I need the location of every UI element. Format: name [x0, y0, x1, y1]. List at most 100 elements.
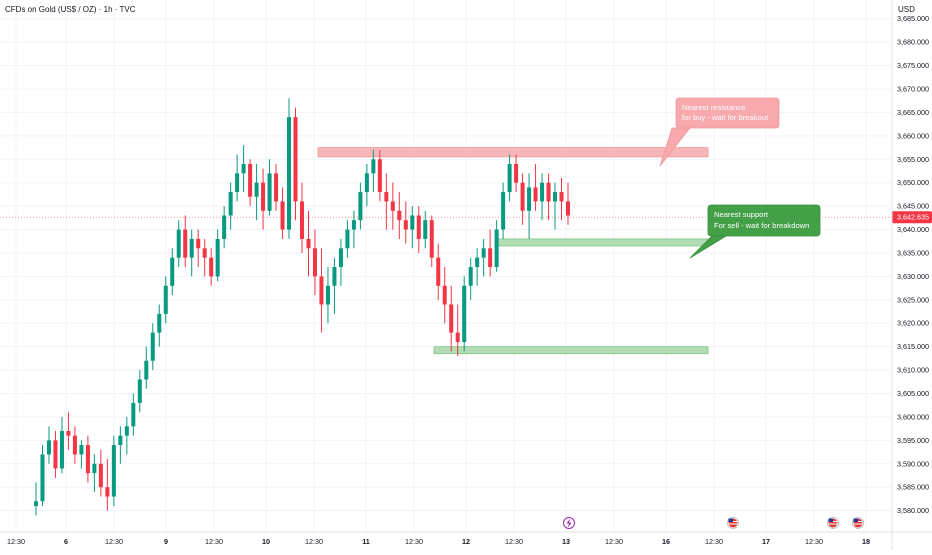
candle-body — [170, 257, 175, 286]
candle-body — [209, 257, 214, 277]
price-tick-label: 3,675.000 — [897, 61, 929, 70]
candle-body — [222, 215, 227, 239]
price-tick-label: 3,645.000 — [897, 202, 929, 211]
candle-body — [66, 430, 71, 436]
candle-body — [429, 220, 434, 258]
candle-body — [254, 182, 259, 197]
time-tick-label: 12 — [462, 537, 470, 546]
time-tick-label: 12:30 — [205, 537, 223, 546]
candle-body — [481, 248, 486, 258]
candle-body — [228, 192, 233, 216]
candle-body — [53, 440, 58, 469]
candle-body — [306, 238, 311, 249]
time-tick-label: 18 — [862, 537, 870, 546]
candle-body — [150, 332, 155, 361]
candle-body — [235, 173, 240, 193]
candle-body — [507, 163, 512, 193]
candle-body — [436, 257, 441, 286]
candle-body — [111, 445, 116, 497]
candle-body — [488, 248, 493, 268]
candle-body — [241, 163, 246, 174]
time-tick-label: 6 — [64, 537, 68, 546]
price-tick-label: 3,630.000 — [897, 272, 929, 281]
time-tick-label: 13 — [562, 537, 570, 546]
price-tick-label: 3,590.000 — [897, 459, 929, 468]
candle-body — [358, 192, 363, 221]
price-tick-label: 3,685.000 — [897, 14, 929, 23]
price-tick-label: 3,655.000 — [897, 155, 929, 164]
candle-body — [351, 220, 356, 230]
candle-body — [546, 182, 551, 202]
candle-body — [520, 182, 525, 211]
candle-body — [565, 201, 571, 216]
candle-body — [72, 435, 77, 455]
price-tick-label: 3,635.000 — [897, 248, 929, 257]
time-tick-label: 12:30 — [305, 537, 323, 546]
candle-body — [85, 445, 90, 474]
time-tick-label: 17 — [762, 537, 770, 546]
candle-body — [299, 201, 305, 239]
candle-body — [468, 267, 473, 286]
candle-body — [267, 173, 272, 211]
candle-body — [157, 313, 162, 333]
zone-resistance — [317, 147, 709, 158]
candle-body — [364, 173, 369, 193]
price-tick-label: 3,670.000 — [897, 85, 929, 94]
candle-body — [40, 454, 45, 502]
candle-body — [514, 163, 519, 183]
candle-body — [553, 192, 558, 202]
candle-body — [189, 238, 194, 258]
time-tick-label: 12:30 — [705, 537, 723, 546]
candle-body — [118, 435, 123, 446]
candle-body — [196, 238, 201, 249]
candle-body — [163, 285, 168, 314]
candle-body — [131, 402, 136, 427]
candle-body — [176, 229, 181, 258]
candle-body — [325, 285, 330, 305]
candle-body — [79, 445, 84, 455]
candle-body — [274, 173, 279, 202]
price-tick-label: 3,620.000 — [897, 319, 929, 328]
candles — [33, 98, 571, 516]
candle-body — [183, 229, 188, 258]
candle-body — [423, 220, 428, 239]
time-tick-label: 12:30 — [405, 537, 423, 546]
candle-body — [494, 229, 499, 268]
price-tick-label: 3,625.000 — [897, 295, 929, 304]
candle-body — [410, 215, 415, 230]
price-tick-label: 3,650.000 — [897, 178, 929, 187]
candle-body — [384, 192, 389, 202]
candle-body — [280, 201, 285, 230]
grid — [0, 0, 892, 532]
candle-body — [137, 379, 142, 403]
price-tick-label: 3,660.000 — [897, 131, 929, 140]
candle-body — [345, 229, 350, 249]
support-callout-line1: Nearest support — [714, 210, 769, 219]
candle-body — [202, 248, 207, 258]
support-callout-box — [707, 204, 821, 237]
price-tick-label: 3,640.000 — [897, 225, 929, 234]
candle-body — [442, 285, 447, 305]
us-flag-event-icon — [852, 517, 864, 529]
candle-body — [332, 267, 337, 286]
price-tick-label: 3,580.000 — [897, 506, 929, 515]
symbol-title[interactable]: CFDs on Gold (US$ / OZ) · 1h · TVC — [5, 5, 136, 14]
candle-body — [397, 210, 402, 221]
candle-body — [33, 501, 39, 506]
candle-body — [338, 248, 343, 268]
support-callout-line2: For sell - wait for breakdown — [714, 221, 809, 230]
candle-body — [390, 201, 395, 211]
currency-label[interactable]: USD — [898, 5, 915, 14]
last-price-line: 3,642.635 — [0, 211, 932, 224]
price-tick-label: 3,665.000 — [897, 108, 929, 117]
candle-body — [533, 187, 538, 202]
price-axis: 3,580.000 3,585.000 3,590.000 3,595.000 3,60… — [891, 0, 929, 550]
candle-body — [59, 430, 64, 469]
candle-body — [501, 192, 506, 230]
candle-body — [540, 182, 545, 202]
candle-body — [559, 192, 564, 202]
price-tick-label: 3,680.000 — [897, 38, 929, 47]
